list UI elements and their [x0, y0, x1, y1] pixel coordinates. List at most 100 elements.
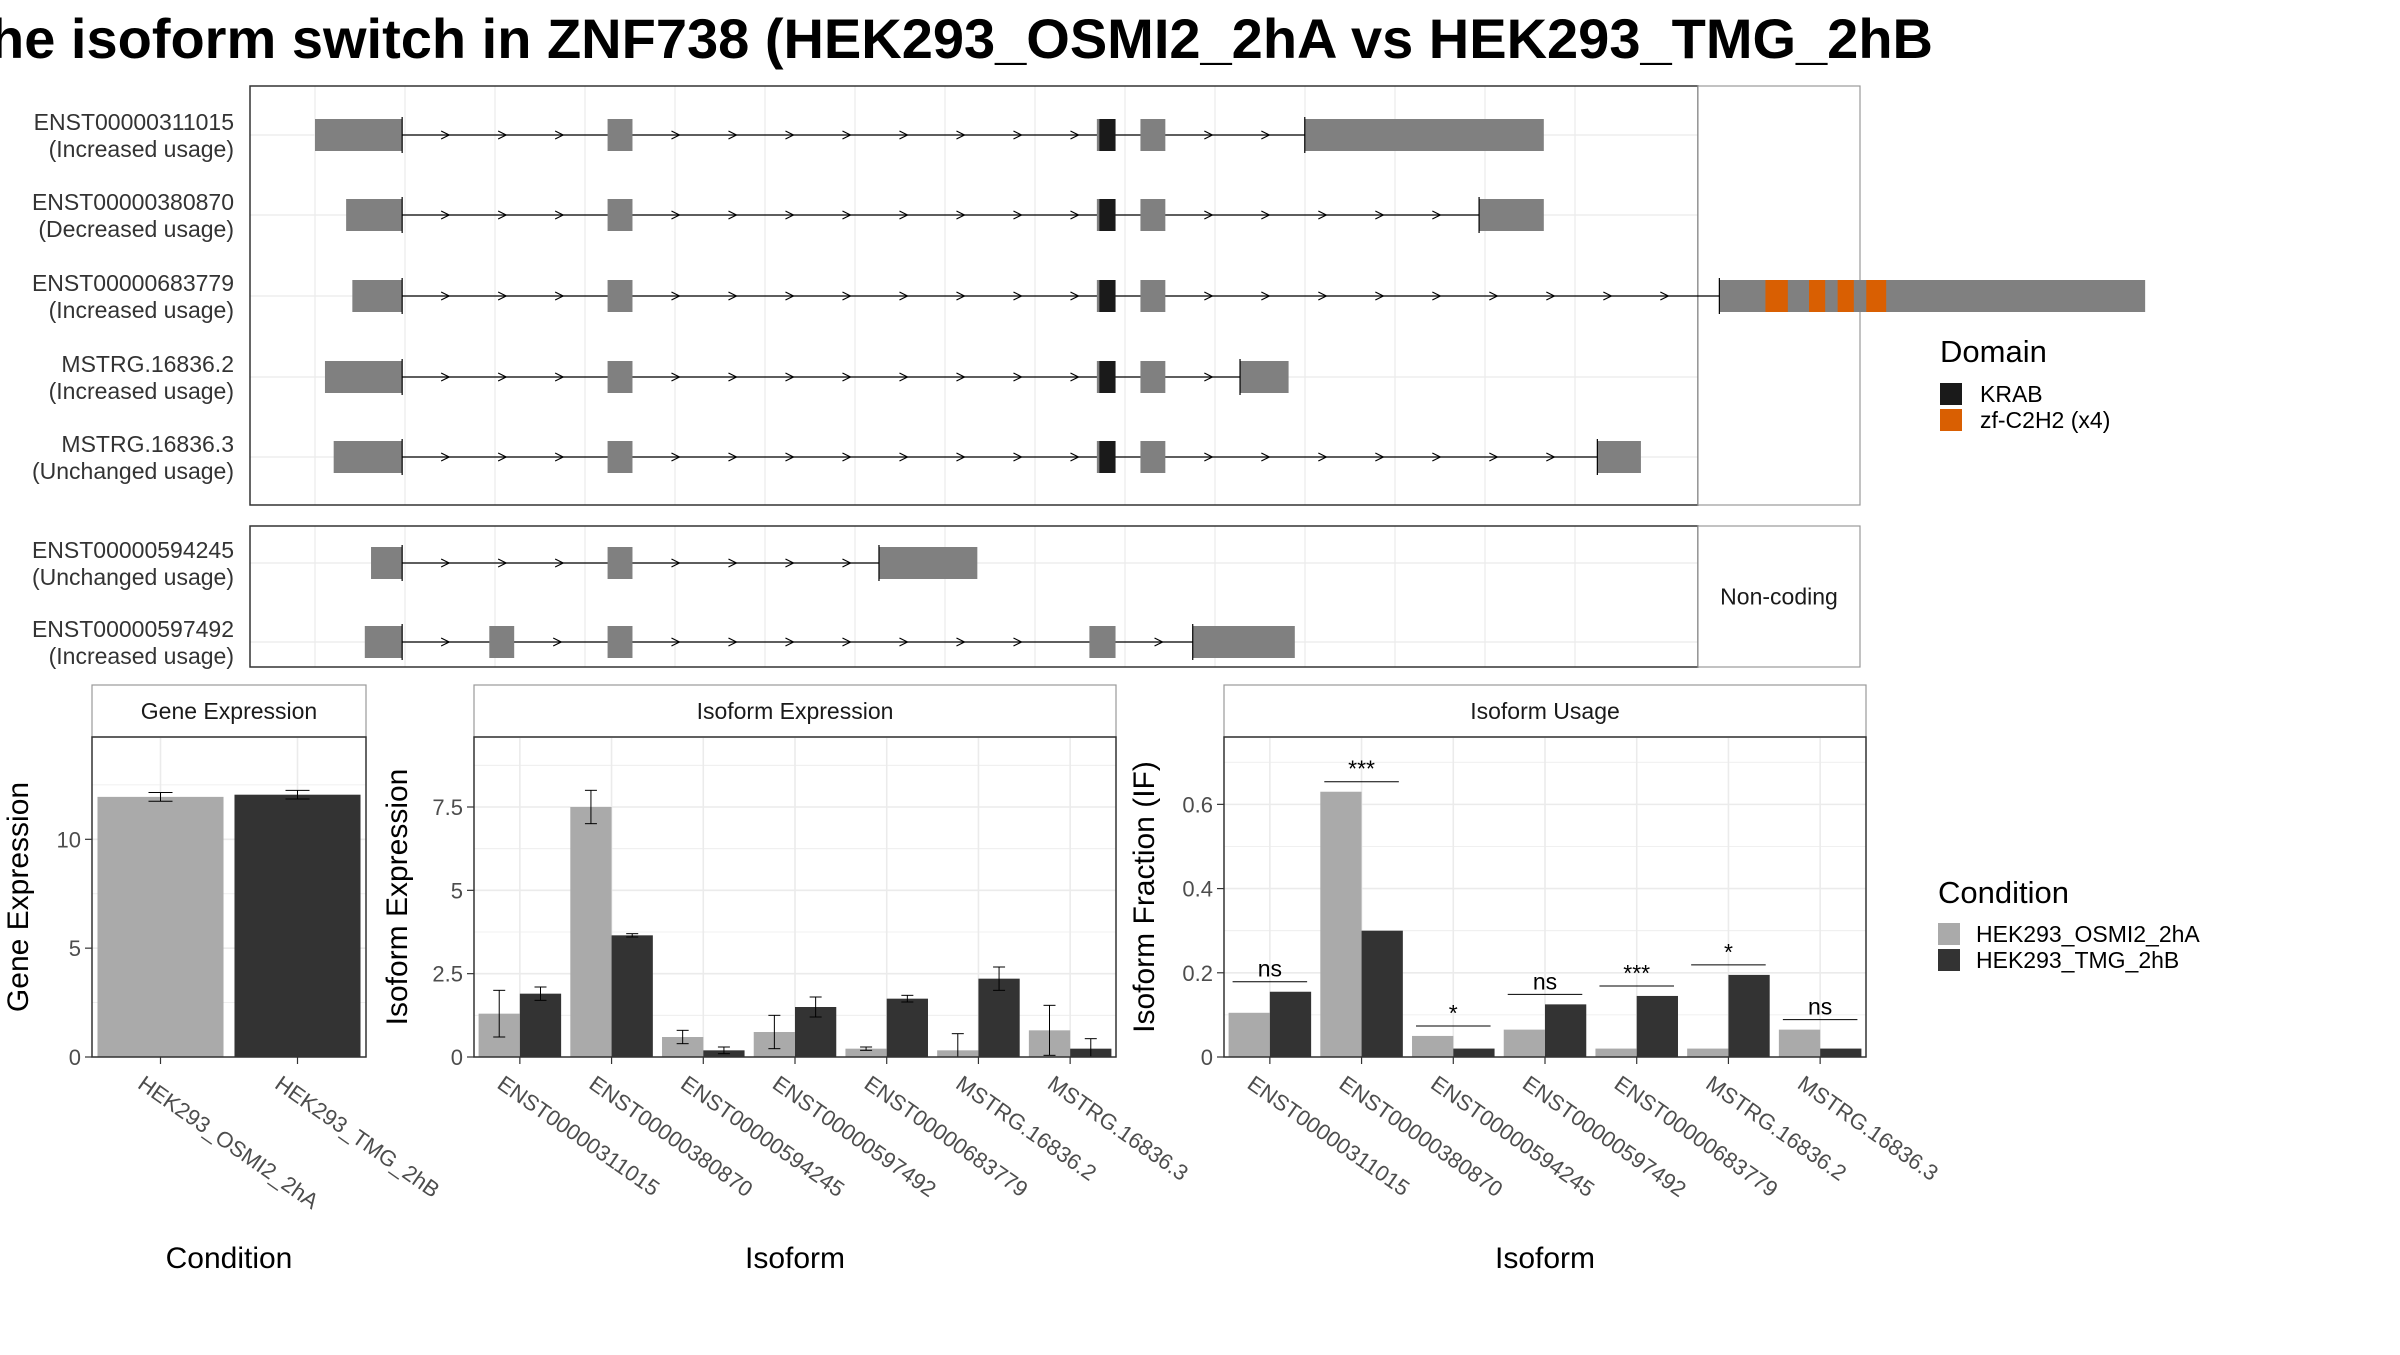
bar: [1228, 1012, 1270, 1057]
exon: [371, 547, 403, 579]
gene-structure-panels: CodingENST00000311015(Increased usage)EN…: [32, 85, 2146, 669]
exon: [1304, 119, 1544, 151]
exon: [364, 626, 403, 658]
exon: [1089, 626, 1116, 658]
transcript-usage-status: (Decreased usage): [38, 216, 234, 242]
intron-direction-arrow: [1013, 291, 1023, 301]
condition-legend-label: HEK293_TMG_2hB: [1976, 947, 2179, 973]
intron-direction-arrow: [440, 372, 451, 382]
bar: [886, 998, 928, 1057]
bar: [519, 993, 562, 1057]
y-tick-label: 0.4: [1182, 877, 1213, 902]
x-tick-label: ENST00000380870: [585, 1071, 758, 1202]
intron-direction-arrow: [1013, 210, 1023, 220]
x-tick-label: ENST00000597492: [768, 1071, 941, 1202]
zf-c2h2-domain: [1837, 280, 1854, 312]
intron-direction-arrow: [1013, 452, 1023, 462]
condition-legend-swatch: [1938, 949, 1960, 971]
intron-direction-arrow: [497, 130, 508, 140]
y-tick-label: 2.5: [432, 962, 463, 987]
significance-label: ***: [1623, 960, 1650, 986]
exon: [315, 119, 403, 151]
transcript-id: ENST00000380870: [32, 189, 234, 215]
bar: [1503, 1029, 1545, 1057]
structure-strip-label: Non-coding: [1720, 584, 1838, 610]
intron-direction-arrow: [842, 291, 852, 301]
exon: [1140, 361, 1166, 393]
domain-legend-title: Domain: [1940, 334, 2047, 369]
y-tick-label: 7.5: [432, 795, 463, 820]
intron-direction-arrow: [785, 558, 795, 568]
intron-direction-arrow: [554, 558, 565, 568]
intron-direction-arrow: [842, 452, 852, 462]
intron-direction-arrow: [1204, 452, 1214, 462]
intron-direction-arrow: [1204, 372, 1214, 382]
intron-direction-arrow: [497, 291, 508, 301]
krab-domain: [1099, 280, 1116, 312]
bar: [1687, 1048, 1729, 1057]
transcript-row: MSTRG.16836.2(Increased usage): [49, 351, 1289, 404]
bar: [1778, 1029, 1821, 1057]
intron-direction-arrow: [899, 130, 909, 140]
intron-direction-arrow: [728, 452, 738, 462]
intron-direction-arrow: [842, 210, 852, 220]
intron-direction-arrow: [842, 372, 852, 382]
x-axis-title: Isoform: [1495, 1242, 1595, 1275]
domain-legend-label: KRAB: [1980, 381, 2043, 407]
transcript-usage-status: (Increased usage): [49, 297, 234, 323]
intron-direction-arrow: [899, 210, 909, 220]
y-tick-label: 0: [69, 1045, 81, 1070]
intron-direction-arrow: [554, 130, 565, 140]
bar: [611, 935, 653, 1057]
intron-direction-arrow: [785, 452, 795, 462]
gene-expression-chart: Gene Expression0510HEK293_OSMI2_2hAHEK29…: [2, 684, 444, 1275]
intron-direction-arrow: [440, 291, 451, 301]
intron-direction-arrow: [956, 210, 966, 220]
significance-label: ***: [1348, 756, 1375, 782]
intron-direction-arrow: [785, 291, 795, 301]
significance-label: *: [1724, 939, 1733, 965]
transcript-id: ENST00000683779: [32, 270, 234, 296]
intron-direction-arrow: [785, 637, 795, 647]
intron-direction-arrow: [1432, 210, 1442, 220]
transcript-usage-status: (Increased usage): [49, 136, 234, 162]
exon: [607, 199, 633, 231]
intron-direction-arrow: [671, 130, 681, 140]
intron-direction-arrow: [1013, 372, 1023, 382]
bar: [1595, 1048, 1637, 1057]
y-axis-title: Isoform Expression: [381, 769, 414, 1026]
intron-direction-arrow: [1013, 637, 1023, 647]
panel-strip: [473, 684, 1117, 738]
panel-strip-label: Isoform Expression: [697, 698, 894, 724]
bar: [1636, 995, 1678, 1057]
y-tick-label: 0: [451, 1045, 463, 1070]
intron-direction-arrow: [1432, 291, 1442, 301]
intron-direction-arrow: [671, 452, 681, 462]
domain-legend-label: zf-C2H2 (x4): [1980, 407, 2110, 433]
bar: [1545, 1004, 1587, 1057]
transcript-row: ENST00000380870(Decreased usage): [32, 189, 1544, 242]
panel-strip-label: Gene Expression: [141, 698, 317, 724]
intron-direction-arrow: [1261, 130, 1271, 140]
x-tick-label: ENST00000683779: [860, 1071, 1033, 1202]
x-tick-label: ENST00000311015: [493, 1071, 664, 1201]
intron-direction-arrow: [1489, 452, 1499, 462]
intron-direction-arrow: [671, 637, 681, 647]
y-axis-title: Isoform Fraction (IF): [1128, 761, 1161, 1033]
intron-direction-arrow: [497, 452, 508, 462]
intron-direction-arrow: [785, 130, 795, 140]
bar: [1412, 1035, 1454, 1057]
exon: [333, 441, 403, 473]
x-axis-title: Condition: [166, 1242, 293, 1275]
transcript-id: MSTRG.16836.3: [61, 431, 234, 457]
exon: [489, 626, 515, 658]
bar: [1820, 1048, 1862, 1057]
intron-direction-arrow: [1546, 291, 1556, 301]
intron-direction-arrow: [1070, 452, 1080, 462]
intron-direction-arrow: [1070, 291, 1080, 301]
intron-direction-arrow: [1603, 291, 1613, 301]
transcript-id: ENST00000597492: [32, 616, 234, 642]
intron-direction-arrow: [1261, 452, 1271, 462]
intron-direction-arrow: [1375, 291, 1385, 301]
